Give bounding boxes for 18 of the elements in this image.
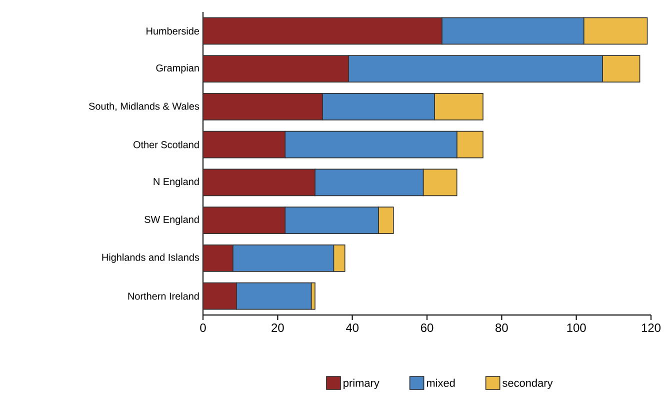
- x-tick-label: 80: [496, 324, 508, 332]
- x-tick-label: 0: [200, 324, 206, 332]
- legend-label: mixed: [426, 378, 455, 387]
- x-tick-label: 20: [272, 324, 284, 332]
- legend-label: primary: [344, 378, 380, 390]
- x-tick-label: 60: [420, 324, 434, 332]
- y-tick-label: Highlands and Islands: [102, 254, 200, 263]
- y-tick-label: Grampian: [156, 64, 199, 74]
- y-tick-label: Northern Ireland: [128, 292, 199, 300]
- x-tick-label: 120: [642, 324, 661, 332]
- y-tick-label: Other Scotland: [133, 140, 199, 148]
- x-tick-label: 100: [567, 324, 586, 332]
- y-tick-label: N England: [154, 178, 199, 188]
- y-tick-label: South, Midlands & Wales: [89, 102, 200, 111]
- y-tick-label: Humberside: [146, 27, 200, 35]
- x-tick-label: 40: [346, 324, 359, 332]
- y-tick-label: SW England: [144, 216, 199, 225]
- legend-label: secondary: [502, 378, 553, 390]
